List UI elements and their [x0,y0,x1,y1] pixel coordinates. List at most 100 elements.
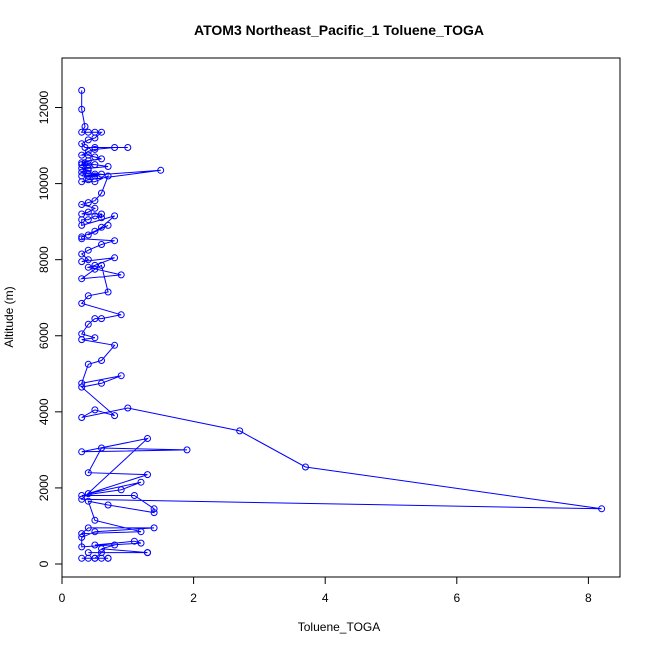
x-axis-label: Toluene_TOGA [298,620,381,634]
data-point [98,357,105,364]
data-point [91,516,99,524]
data-point [84,246,92,254]
data-point [91,144,99,151]
data-point [111,541,119,549]
data-point [98,189,105,197]
data-point [84,128,92,136]
y-axis: 0 2000 4000 6000 8000 10000 12000 [37,91,63,567]
data-point [78,258,86,266]
data-point [78,379,86,387]
y-tick-label: 4000 [37,398,51,425]
data-point [78,151,86,159]
data-point [78,554,86,562]
data-point [137,539,145,547]
data-point [130,537,138,545]
data-point [302,463,309,471]
data-point [84,231,92,239]
data-point [84,320,92,328]
data-point [78,275,86,283]
data-point [78,233,86,241]
data-point [111,341,119,349]
data-point [84,136,92,144]
data-point [183,446,191,454]
y-tick-label: 8000 [37,246,51,273]
data-point [98,223,105,231]
data-point [91,334,99,342]
data-point [104,172,112,180]
data-point [111,212,119,220]
data-point [84,208,92,216]
data-point [78,105,86,113]
data-point [78,235,86,243]
data-point [157,166,165,174]
y-tick-label: 0 [37,560,51,567]
data-point [144,435,151,442]
data-point [78,448,86,456]
data-point [91,554,99,562]
data-point [98,261,105,269]
data-point [117,486,125,494]
x-tick-label: 0 [59,591,66,605]
data-point [137,478,145,486]
data-point [124,144,132,151]
data-series [78,86,606,562]
data-point [91,212,99,220]
data-point [98,128,105,136]
x-tick-label: 8 [585,591,592,605]
data-point [84,497,92,505]
x-tick-label: 2 [190,591,197,605]
data-point [91,178,99,186]
data-point [84,524,92,532]
data-point [84,360,92,368]
data-point [91,406,99,414]
data-point [130,492,138,499]
data-point [137,528,145,536]
data-point [91,541,99,549]
data-point [78,178,86,186]
data-point [111,144,119,151]
data-point [78,495,86,503]
series-line [79,90,602,559]
data-point [150,505,158,513]
data-point [78,250,86,258]
data-point [144,549,151,557]
data-point [98,315,105,323]
data-point [98,379,105,387]
data-point [91,261,99,269]
y-tick-label: 6000 [37,322,51,349]
data-point [144,471,151,479]
data-point [91,315,99,323]
data-point [91,170,99,178]
data-point [111,254,119,262]
data-point [150,509,158,517]
data-point [98,214,105,222]
data-point [78,221,86,229]
data-point [104,163,112,170]
data-point [91,161,99,169]
data-point [91,265,99,273]
data-point [117,311,125,319]
data-point [150,524,158,532]
data-point [111,237,119,245]
data-point [91,227,99,235]
y-tick-label: 2000 [37,474,51,501]
data-point [98,155,105,163]
chart-title: ATOM3 Northeast_Pacific_1 Toluene_TOGA [194,22,484,38]
y-axis-label: Altitude (m) [2,286,16,347]
data-point [91,145,99,153]
data-point [117,271,125,279]
data-point [78,543,86,551]
data-point [78,336,86,344]
data-point [104,221,112,229]
data-point [78,86,86,94]
data-point [598,505,606,513]
data-point [91,528,99,536]
data-point [98,554,105,562]
data-point [78,201,86,208]
data-point [81,123,89,130]
data-point [84,256,92,264]
data-point [84,147,92,155]
data-point [111,412,119,420]
data-point [78,168,86,176]
